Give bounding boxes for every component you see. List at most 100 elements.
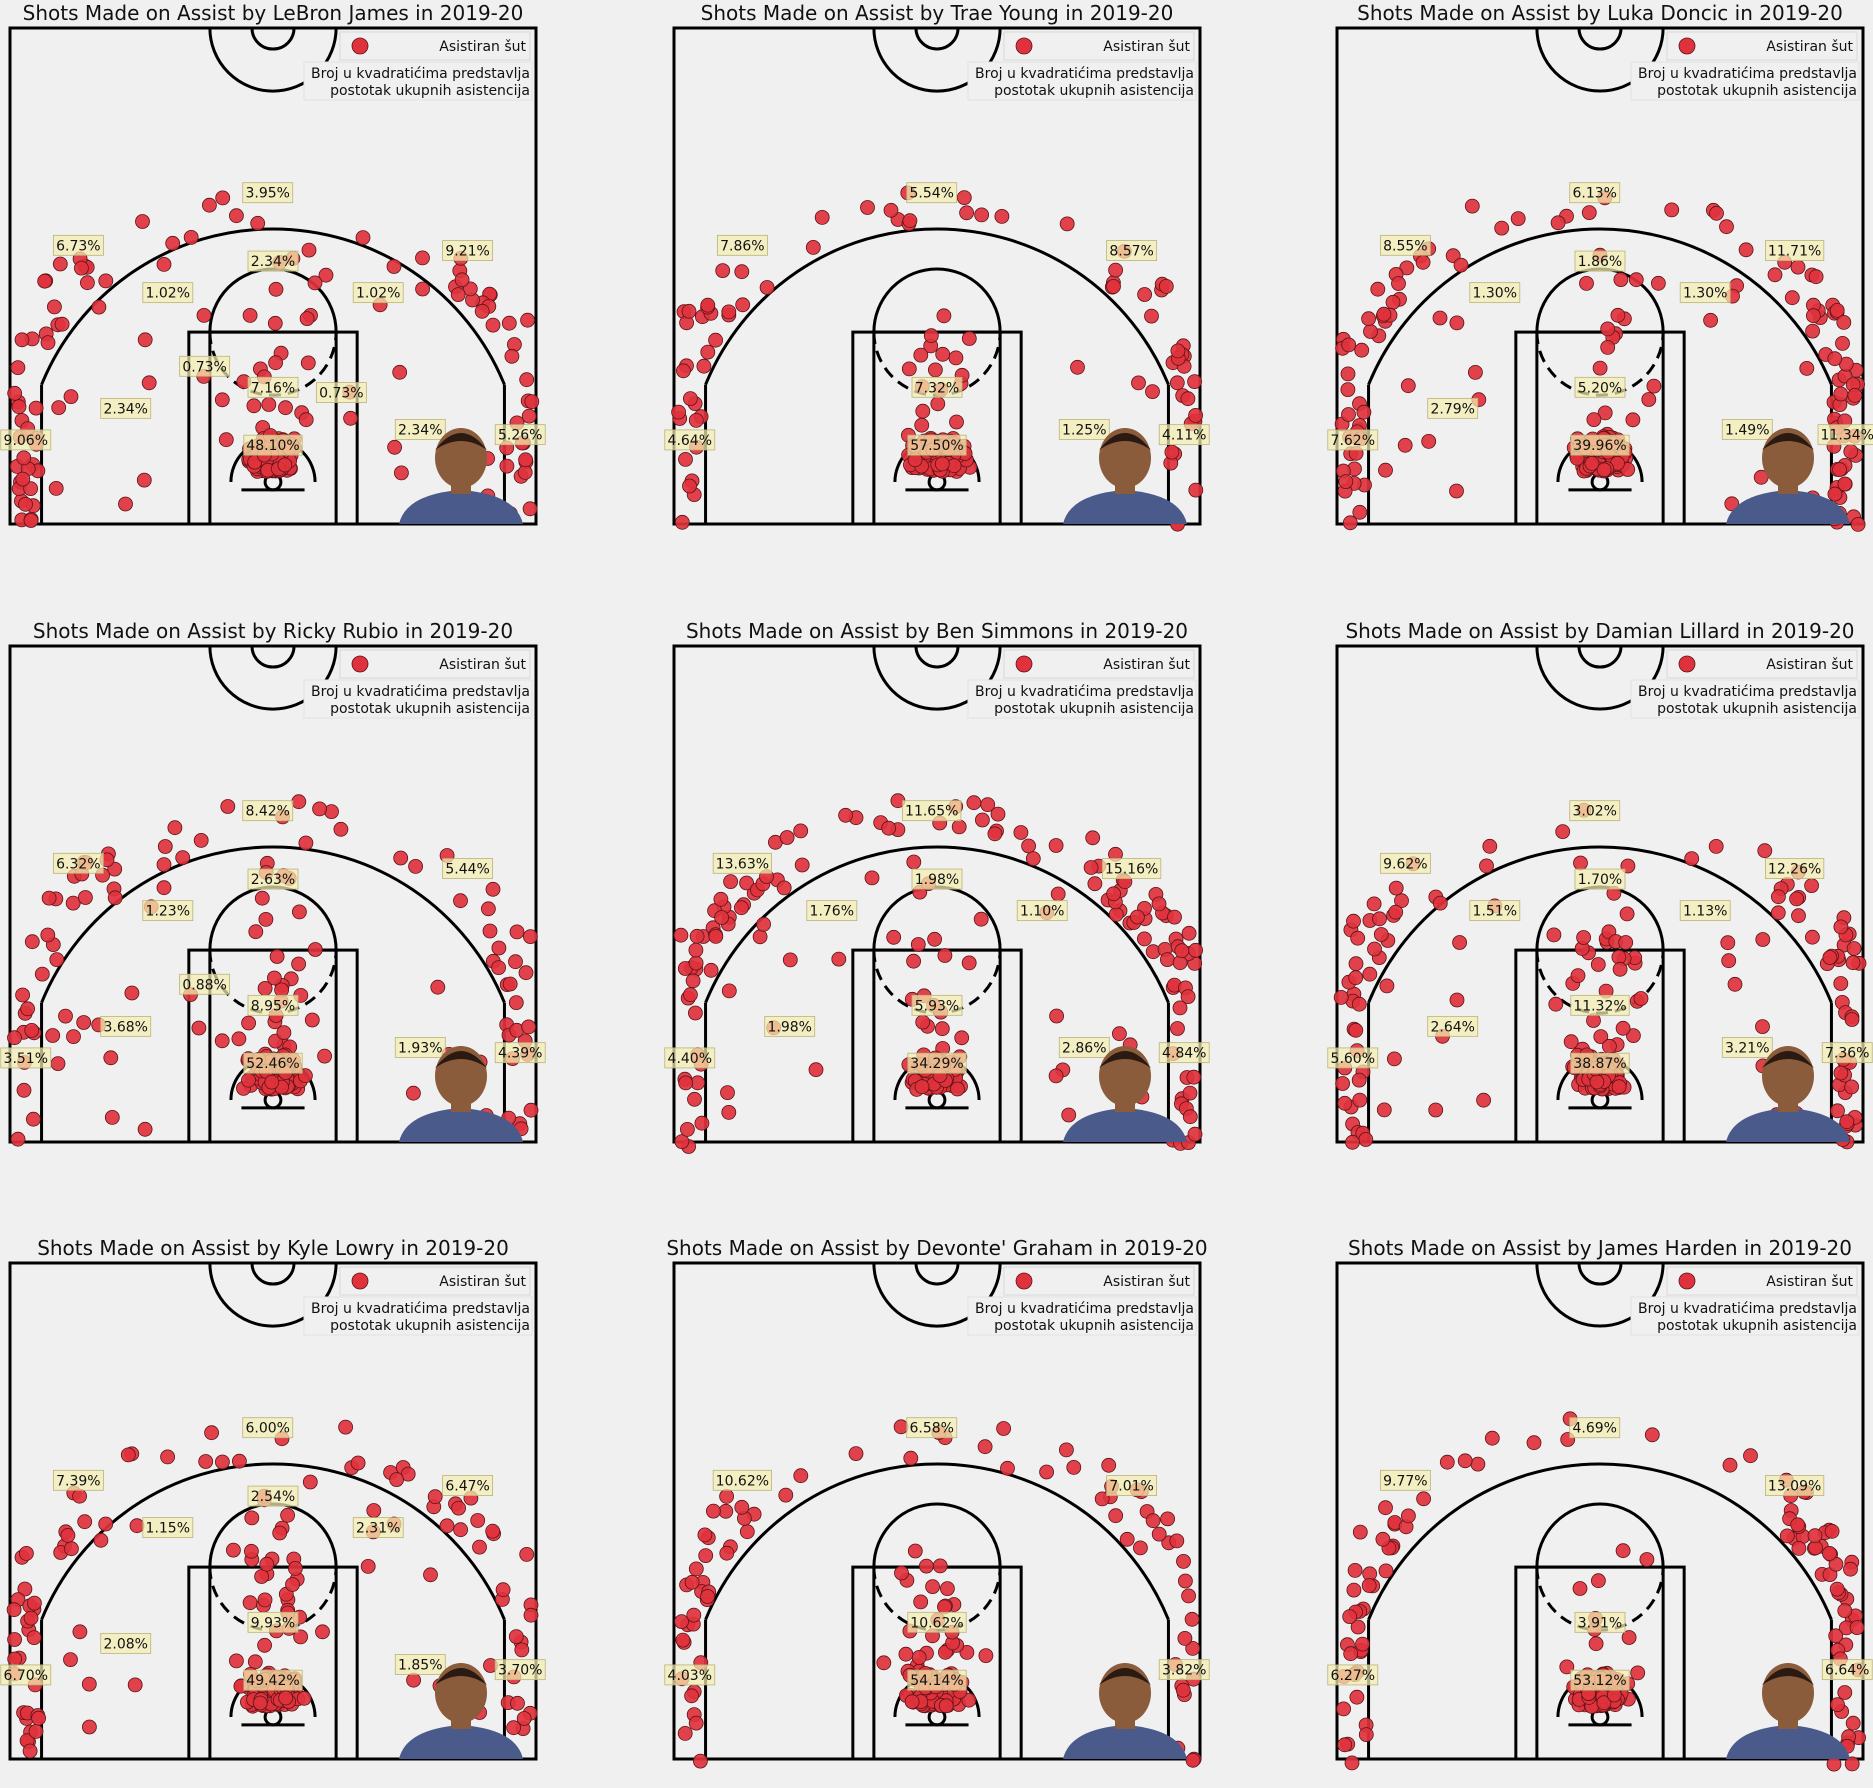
- zone-label-box: [712, 852, 772, 874]
- zone-label-box: [1574, 250, 1626, 272]
- shot-dot: [318, 267, 334, 283]
- zone-label-text: 0.73%: [182, 359, 226, 375]
- shot-dot: [959, 205, 974, 221]
- shot-dot: [304, 1012, 320, 1028]
- shot-dot: [1145, 384, 1160, 400]
- zone-label-box: [1574, 868, 1626, 890]
- zone-label-left-corner-3: 4.64%: [664, 429, 716, 451]
- zone-label-right-baseline-mid: 3.21%: [1721, 1037, 1773, 1058]
- zone-label-text: 0.73%: [319, 386, 363, 402]
- shot-dot: [250, 215, 266, 231]
- shot-chart-8: Shots Made on Assist by Devonte' Graham …: [664, 1236, 1210, 1769]
- shot-dot: [1337, 1737, 1353, 1753]
- shot-dot: [1130, 909, 1145, 925]
- zone-label-text: 1.98%: [915, 872, 959, 888]
- zone-label-text: 3.70%: [498, 1663, 542, 1679]
- shot-dot: [1708, 839, 1724, 854]
- shot-dot: [1837, 476, 1853, 492]
- shot-dot: [98, 273, 114, 289]
- shot-dot: [674, 514, 690, 530]
- shot-dot: [248, 924, 264, 940]
- zone-label-text: 3.82%: [1162, 1663, 1206, 1679]
- shot-dot: [7, 1030, 22, 1046]
- zone-label-right-wing-3: 11.71%: [1765, 240, 1825, 261]
- shot-dot: [1804, 878, 1819, 893]
- shot-dot: [1182, 1109, 1198, 1125]
- shot-dot: [708, 332, 723, 348]
- zone-label-box: [1574, 376, 1626, 398]
- shot-dot: [715, 263, 731, 279]
- zone-label-text: 2.86%: [1062, 1040, 1106, 1056]
- shot-dot: [1510, 211, 1526, 227]
- zone-label-text: 1.30%: [1473, 286, 1517, 302]
- zone-label-top-3: 6.58%: [906, 1417, 958, 1439]
- zone-label-text: 7.62%: [1331, 433, 1375, 449]
- shot-chart-2: Shots Made on Assist by Trae Young in 20…: [664, 1, 1210, 532]
- shot-dot: [360, 1559, 376, 1574]
- shot-dot: [514, 1642, 530, 1658]
- shot-dot: [714, 910, 729, 925]
- zone-label-box: [394, 1037, 446, 1058]
- zone-label-box: [100, 1015, 152, 1037]
- shot-dot: [91, 299, 107, 315]
- chart-title: Shots Made on Assist by Damian Lillard i…: [1345, 619, 1854, 643]
- zone-label-left-corner-3: 4.03%: [664, 1664, 716, 1686]
- shot-dot: [1482, 838, 1498, 854]
- zone-label-paint: 11.32%: [1570, 994, 1630, 1016]
- shot-dot: [1337, 1095, 1353, 1111]
- shot-dot: [915, 403, 931, 419]
- shot-dot: [453, 893, 468, 909]
- shot-dot: [257, 981, 273, 996]
- shot-dot: [894, 1565, 909, 1581]
- shot-dot: [522, 501, 538, 517]
- shot-dot: [678, 1075, 694, 1091]
- shot-dot: [1342, 1609, 1358, 1624]
- shot-dot: [719, 1489, 734, 1504]
- zone-label-left-corner-3: 7.62%: [1327, 429, 1379, 451]
- chart-title: Shots Made on Assist by Ricky Rubio in 2…: [33, 619, 513, 643]
- shot-dot: [1180, 989, 1196, 1004]
- zone-label-right-wing-3: 13.09%: [1765, 1475, 1825, 1496]
- shot-dot: [1388, 880, 1404, 896]
- shot-dot: [779, 830, 795, 845]
- shot-dot: [508, 995, 524, 1010]
- shot-dot: [82, 1719, 97, 1735]
- zone-label-box: [247, 250, 299, 272]
- zone-label-box: [494, 424, 546, 446]
- legend-note-line1: Broj u kvadratićima predstavlja: [311, 684, 530, 700]
- shot-dot: [901, 361, 917, 377]
- shot-dot: [674, 1134, 690, 1149]
- shot-dot: [914, 417, 930, 433]
- shot-dot: [680, 1122, 695, 1137]
- shot-dot: [1340, 366, 1356, 382]
- shot-dot: [214, 1033, 230, 1049]
- shot-dot: [298, 835, 314, 851]
- shot-dot: [7, 385, 23, 401]
- shot-dot: [254, 1569, 270, 1584]
- shot-dot: [1354, 342, 1370, 358]
- zone-label-box: [1427, 1015, 1479, 1037]
- zone-label-box: [52, 1469, 104, 1491]
- shot-dot: [519, 372, 535, 388]
- shot-dot: [688, 955, 704, 971]
- shot-dot: [996, 1421, 1011, 1436]
- shot-dot: [1415, 254, 1431, 270]
- shot-dot: [1835, 335, 1850, 351]
- shot-dot: [120, 1447, 136, 1463]
- zone-label-text: 34.29%: [910, 1056, 963, 1072]
- zone-label-box: [394, 418, 446, 440]
- shot-dot: [759, 280, 775, 295]
- shot-dot: [58, 1008, 73, 1024]
- shot-dot: [1169, 375, 1185, 391]
- shot-dot: [15, 987, 31, 1003]
- shot-dot: [906, 854, 922, 870]
- shot-dot: [681, 303, 697, 319]
- shot-dot: [1378, 1500, 1393, 1516]
- shot-dot: [1709, 205, 1724, 221]
- shot-dot: [175, 850, 191, 865]
- zone-label-left-midrange-elbow: 1.23%: [142, 900, 194, 922]
- legend: Asistiran šut Broj u kvadratićima predsta…: [1630, 31, 1860, 101]
- zone-label-text: 3.21%: [1725, 1040, 1769, 1056]
- shot-dot: [405, 1085, 421, 1101]
- shot-dot: [1391, 276, 1406, 291]
